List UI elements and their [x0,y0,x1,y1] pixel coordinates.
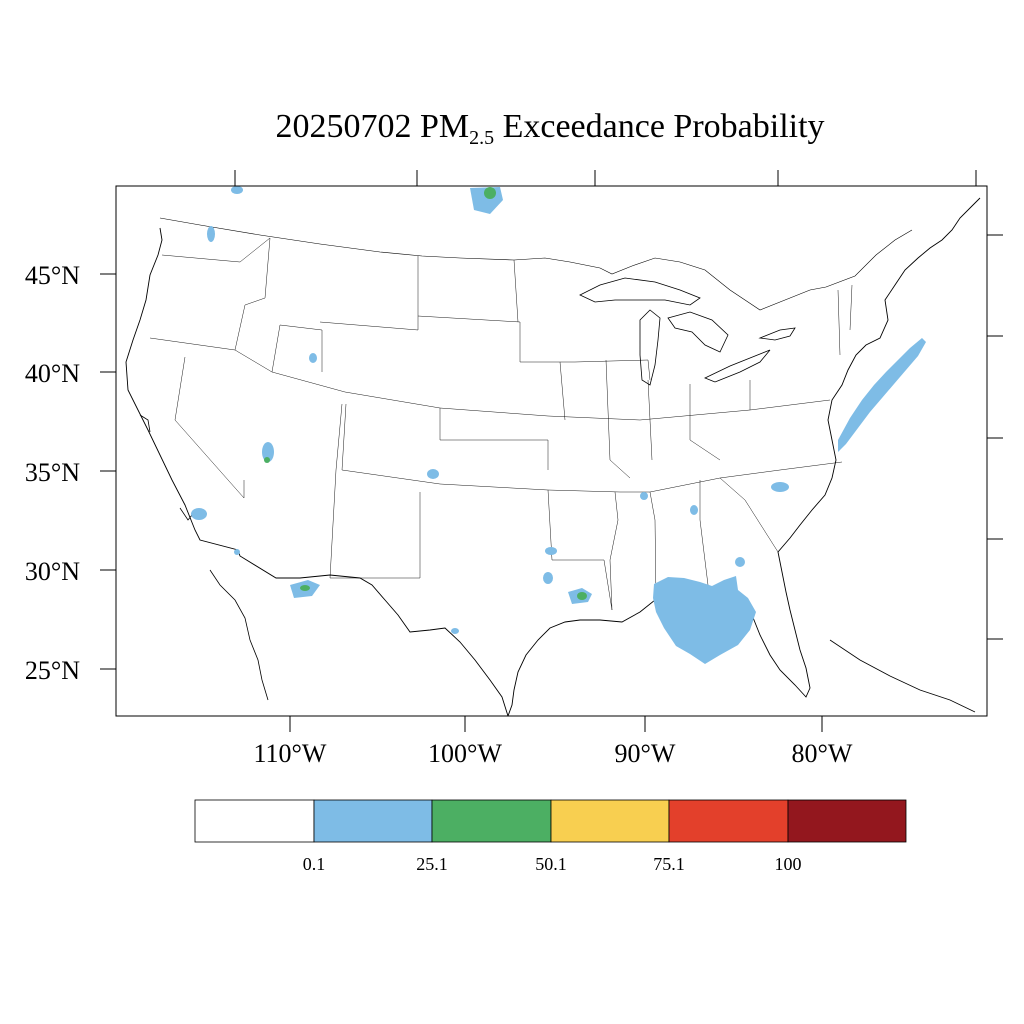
map-frame [115,185,988,717]
title-date: 20250702 [275,108,412,145]
bc-blob [231,186,243,194]
lon-label-100w: 100°W [428,739,502,768]
title-pm: PM [419,108,470,145]
legend-colorbar [194,799,907,843]
prob-050 [264,187,587,600]
mn-green [484,187,496,199]
gulf-plume [653,576,756,664]
lat-label-40: 40°N [25,359,80,388]
atlantic-plume [838,338,926,452]
tx-blob [543,572,553,584]
ms-blob [640,492,648,500]
ga-blob [771,482,789,492]
legend-swatch-4 [668,799,789,843]
legend-swatch-2 [431,799,552,843]
legend-swatch-0 [194,799,315,843]
sc-blob [735,557,745,567]
lon-label-90w: 90°W [615,739,676,768]
utah-blob [262,442,274,462]
legend-label-1: 25.1 [416,854,448,874]
legend-swatch-1 [313,799,433,843]
title-rest: Exceedance Probability [502,108,825,145]
us-outline [125,197,981,716]
la-green [577,592,587,600]
co-blob [427,469,439,479]
id-blob [309,353,317,363]
ar-blob [545,547,557,555]
al-blob [690,505,698,515]
lon-label-110w: 110°W [254,739,327,768]
coast-detail [139,414,976,713]
title-subscript: 2.5 [469,127,495,149]
legend-label-4: 100 [775,854,802,874]
az-blob [234,549,240,555]
lat-label-25: 25°N [25,656,80,685]
map-title: 20250702 PM2.5 Exceedance Probability [0,108,1024,150]
lat-label-35: 35°N [25,458,80,487]
axis-ticks [100,170,1003,732]
legend-label-2: 50.1 [535,854,567,874]
state-lines [149,237,853,611]
legend-swatch-5 [787,799,907,843]
wa-blob [207,226,215,242]
prob-025 [191,186,926,664]
lat-label-45: 45°N [25,261,80,290]
sw-green [300,585,310,591]
tx-blob-2 [451,628,459,634]
ut-green [264,457,270,463]
map-area [125,186,981,716]
legend-label-0: 0.1 [303,854,326,874]
legend-swatch-3 [550,799,670,843]
ca-blob [191,508,207,520]
canada-border [159,217,913,311]
legend-label-3: 75.1 [653,854,685,874]
great-lakes [579,277,796,386]
lon-label-80w: 80°W [792,739,853,768]
lat-label-30: 30°N [25,557,80,586]
